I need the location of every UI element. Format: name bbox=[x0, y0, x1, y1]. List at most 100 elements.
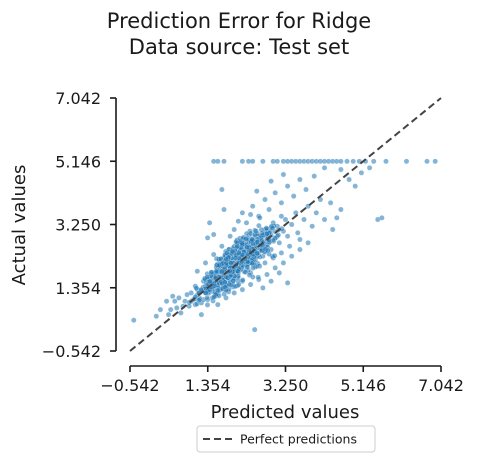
data-point bbox=[275, 232, 282, 238]
data-point bbox=[243, 219, 250, 226]
legend-frame bbox=[196, 425, 376, 453]
x-tick-label: 1.354 bbox=[185, 376, 231, 395]
y-tick-label: 5.146 bbox=[55, 152, 101, 171]
data-point bbox=[329, 226, 336, 233]
data-point bbox=[194, 268, 201, 275]
data-point bbox=[297, 176, 303, 183]
data-point bbox=[276, 239, 283, 246]
data-point bbox=[305, 239, 311, 246]
data-point bbox=[286, 243, 293, 249]
data-point bbox=[204, 302, 211, 308]
data-point bbox=[309, 223, 316, 229]
data-point bbox=[239, 277, 246, 283]
chart-title-line-2: Data source: Test set bbox=[129, 35, 349, 59]
data-point bbox=[236, 250, 242, 256]
data-point bbox=[403, 158, 410, 165]
data-point bbox=[262, 260, 268, 266]
data-point bbox=[235, 218, 242, 224]
data-point bbox=[424, 158, 430, 165]
data-point bbox=[253, 228, 259, 234]
data-point bbox=[249, 203, 256, 209]
data-point bbox=[163, 298, 170, 305]
data-point bbox=[226, 281, 233, 288]
x-tick-label: −0.542 bbox=[100, 376, 159, 395]
data-point bbox=[206, 219, 213, 226]
data-point bbox=[278, 213, 285, 219]
data-point bbox=[193, 285, 200, 291]
data-point bbox=[262, 196, 268, 203]
data-point bbox=[198, 311, 205, 318]
data-point bbox=[223, 250, 230, 256]
data-point bbox=[221, 279, 228, 286]
data-point bbox=[169, 293, 176, 300]
x-tick-label: 7.042 bbox=[418, 376, 464, 395]
data-point bbox=[255, 274, 262, 281]
data-point bbox=[214, 301, 221, 308]
data-point bbox=[276, 270, 283, 276]
data-point bbox=[338, 166, 344, 173]
data-point bbox=[234, 243, 241, 250]
data-point bbox=[211, 282, 218, 289]
data-point bbox=[247, 281, 254, 288]
data-point bbox=[268, 178, 274, 184]
data-point bbox=[263, 225, 270, 231]
data-point bbox=[239, 286, 246, 293]
data-point bbox=[280, 171, 287, 178]
chart-title-line-1: Prediction Error for Ridge bbox=[107, 9, 371, 33]
data-point bbox=[284, 233, 291, 239]
data-point bbox=[266, 206, 272, 213]
data-point bbox=[313, 209, 320, 216]
data-point bbox=[338, 206, 344, 213]
data-point bbox=[272, 189, 279, 196]
data-point bbox=[303, 186, 309, 193]
data-point bbox=[301, 216, 307, 223]
legend-label: Perfect predictions bbox=[240, 432, 357, 447]
data-point bbox=[254, 250, 260, 257]
data-point bbox=[379, 214, 385, 221]
y-tick-label: 3.250 bbox=[55, 216, 101, 235]
data-point bbox=[264, 271, 270, 278]
data-point bbox=[260, 158, 266, 165]
data-point bbox=[178, 310, 184, 316]
data-point bbox=[230, 278, 237, 284]
data-point bbox=[208, 269, 215, 276]
data-point bbox=[173, 305, 180, 311]
data-point bbox=[204, 274, 211, 280]
data-point bbox=[294, 229, 301, 236]
data-point bbox=[290, 193, 297, 199]
data-point bbox=[338, 158, 344, 165]
data-point bbox=[219, 268, 225, 275]
data-point bbox=[231, 290, 237, 296]
data-point bbox=[249, 236, 256, 243]
data-point bbox=[358, 169, 365, 176]
x-axis-label: Predicted values bbox=[211, 402, 360, 423]
data-point bbox=[239, 209, 246, 216]
data-point bbox=[223, 256, 229, 262]
data-point bbox=[247, 211, 254, 218]
data-point bbox=[292, 209, 299, 216]
data-point bbox=[250, 265, 256, 271]
data-point bbox=[232, 255, 239, 261]
data-point bbox=[207, 278, 213, 285]
data-point bbox=[278, 199, 285, 206]
data-point bbox=[235, 281, 242, 288]
data-point bbox=[221, 158, 227, 165]
y-tick-label: 1.354 bbox=[55, 279, 101, 298]
axes bbox=[110, 97, 442, 372]
data-point bbox=[239, 241, 245, 248]
data-point bbox=[268, 278, 274, 285]
data-point bbox=[383, 158, 389, 165]
data-point bbox=[215, 287, 221, 294]
data-point bbox=[204, 294, 210, 301]
data-point bbox=[251, 326, 258, 333]
data-point bbox=[280, 260, 287, 266]
data-point bbox=[221, 206, 227, 213]
data-point bbox=[264, 230, 270, 237]
data-point bbox=[196, 297, 202, 304]
data-point bbox=[219, 243, 225, 249]
data-point bbox=[243, 236, 249, 242]
data-point bbox=[321, 164, 328, 171]
data-point bbox=[288, 221, 295, 228]
data-point bbox=[211, 294, 217, 300]
